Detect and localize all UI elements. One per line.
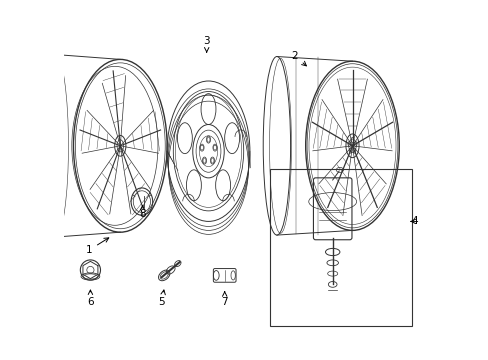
Text: 8: 8 [139,206,145,219]
Text: 4: 4 [410,216,417,226]
Text: 7: 7 [221,292,227,307]
Text: 5: 5 [158,290,165,307]
Text: 6: 6 [87,290,94,307]
Bar [269,169,411,326]
Text: 2: 2 [291,51,306,66]
Text: 3: 3 [203,36,209,52]
Text: 1: 1 [85,238,108,255]
